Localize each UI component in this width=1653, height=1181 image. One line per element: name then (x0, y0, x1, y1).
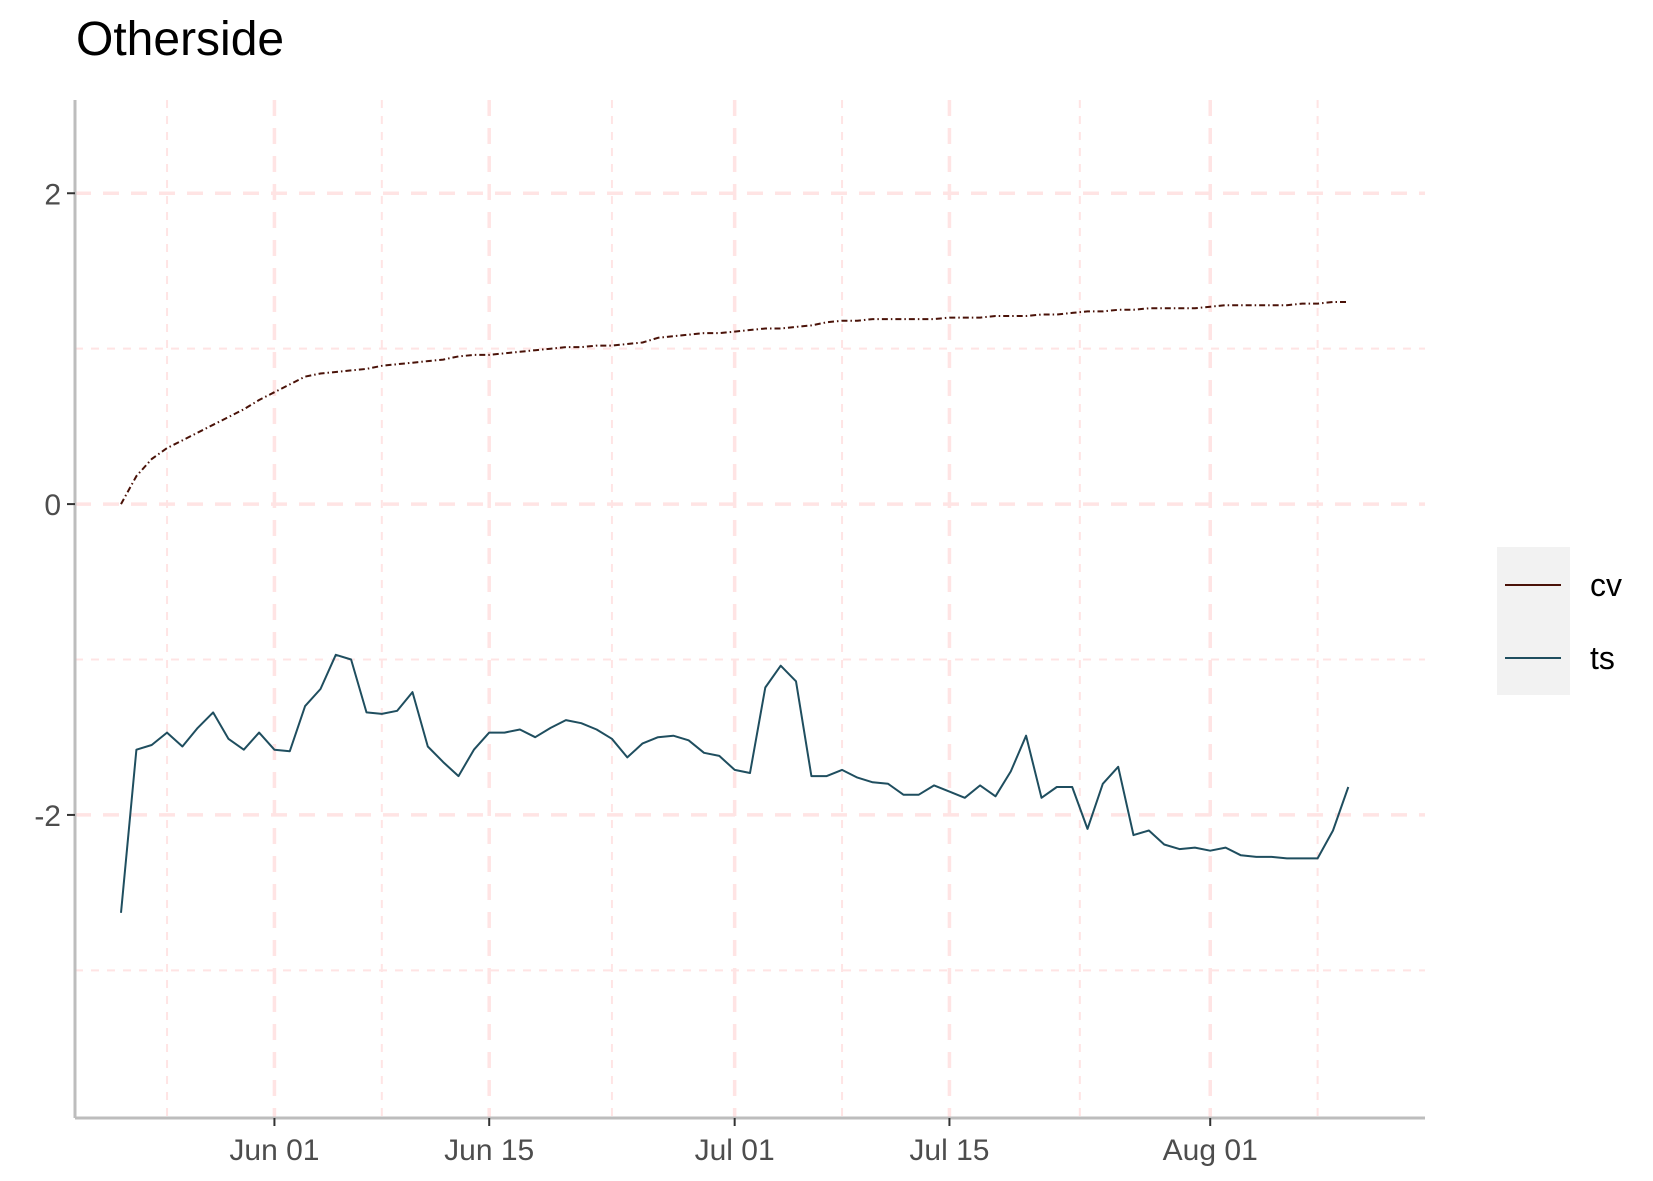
x-tick-label: Aug 01 (1163, 1134, 1258, 1167)
series-lines (120, 301, 1350, 913)
y-tick-label: -2 (34, 800, 61, 833)
x-tick-label: Jul 01 (695, 1134, 775, 1167)
legend-key-background (1497, 547, 1570, 695)
series-line-cv (120, 301, 1349, 505)
minor-gridlines (75, 100, 1425, 1118)
x-tick-label: Jul 15 (909, 1134, 989, 1167)
tick-labels: 2 0 -2 Jun 01 Jun 15 Jul 01 Jul 15 Aug 01 (34, 178, 1257, 1167)
y-tick-label: 2 (44, 178, 61, 211)
x-tick-label: Jun 01 (229, 1134, 319, 1167)
axes (67, 100, 1425, 1126)
legend-label-ts: ts (1590, 640, 1615, 676)
x-tick-label: Jun 15 (444, 1134, 534, 1167)
series-line-ts (120, 653, 1350, 913)
chart-title: Otherside (76, 13, 285, 66)
major-gridlines (75, 100, 1425, 1118)
y-tick-label: 0 (44, 489, 61, 522)
legend: cv ts (1497, 547, 1622, 695)
legend-label-cv: cv (1590, 567, 1622, 603)
